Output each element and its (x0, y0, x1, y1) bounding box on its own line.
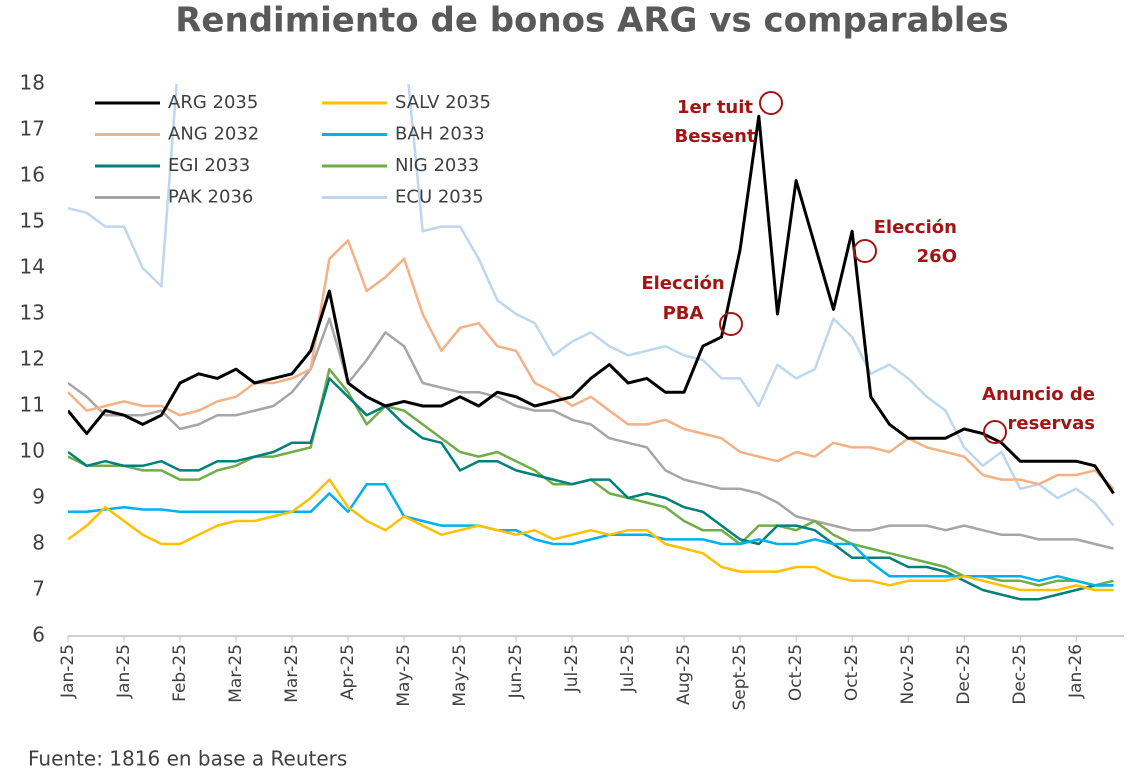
annotation: Elección (874, 217, 957, 238)
y-tick-label: 18 (20, 71, 45, 95)
y-tick-label: 12 (20, 347, 45, 371)
y-tick-label: 15 (20, 209, 45, 233)
y-tick-label: 9 (32, 485, 45, 509)
x-tick-label: Mar-25 (226, 644, 246, 703)
x-tick-label: May-25 (450, 644, 470, 707)
source: Fuente: 1816 en base a Reuters (28, 747, 347, 771)
y-tick-label: 11 (20, 393, 45, 417)
series-line (68, 377, 1114, 601)
legend-label: SALV 2035 (395, 92, 491, 113)
legend-label: ECU 2035 (395, 187, 484, 208)
annotation: Elección (641, 273, 724, 294)
x-tick-label: Nov-25 (898, 644, 918, 705)
annotation: Anuncio de (982, 384, 1095, 405)
x-tick-label: Jul-25 (618, 644, 638, 693)
x-tick-label: Aug-25 (674, 644, 694, 705)
series-line (68, 84, 1115, 527)
legend-label: BAH 2033 (395, 124, 485, 145)
x-tick-label: Dec-25 (954, 644, 974, 705)
x-tick-label: May-25 (394, 644, 414, 707)
circle (719, 312, 743, 336)
legend-label: EGI 2033 (168, 155, 250, 176)
x-tick-label: Apr-25 (338, 644, 358, 700)
x-tick-label: Sept-25 (730, 644, 750, 710)
annotation: 1er tuit (677, 97, 753, 118)
y-tick-label: 8 (32, 531, 45, 555)
legend-label: ARG 2035 (168, 92, 258, 113)
circle (983, 420, 1007, 444)
circle (759, 91, 783, 115)
x-tick-label: Jan-25 (58, 644, 78, 699)
x-tick-label: Feb-25 (170, 644, 190, 702)
y-tick-label: 16 (20, 163, 45, 187)
series-line (68, 478, 1114, 592)
x-tick-label: Jan-25 (114, 644, 134, 699)
y-tick-label: 14 (20, 255, 45, 279)
annotation-circles (719, 91, 1007, 444)
annotation: Bessent (675, 126, 756, 147)
y-tick-label: 10 (20, 439, 45, 463)
annotation: PBA (663, 303, 704, 324)
y-tick-label: 17 (20, 117, 45, 141)
series-line (68, 317, 1114, 550)
x-tick-label: Dec-25 (1010, 644, 1030, 705)
series-line (68, 367, 1114, 587)
legend-label: NIG 2033 (395, 155, 479, 176)
x-tick-label: Jul-25 (562, 644, 582, 693)
series-line (68, 114, 1115, 495)
series-line (68, 239, 1115, 490)
x-tick-label: Mar-25 (282, 644, 302, 703)
chart-title: Rendimiento de bonos ARG vs comparables (175, 1, 1009, 41)
legend-label: PAK 2036 (168, 187, 253, 208)
annotation: 26O (917, 246, 957, 267)
x-tick-label: Jun-25 (506, 644, 526, 699)
x-tick-label: Jan-26 (1066, 644, 1086, 699)
y-tick-label: 6 (32, 623, 45, 647)
y-tick-label: 13 (20, 301, 45, 325)
series-line (68, 482, 1114, 587)
annotation: reservas (1008, 413, 1095, 434)
x-tick-label: Oct-25 (842, 644, 862, 701)
legend-label: ANG 2032 (168, 124, 259, 145)
plot-area (68, 84, 1115, 601)
circle (853, 239, 877, 263)
y-tick-label: 7 (32, 577, 45, 601)
x-tick-label: Oct-25 (786, 644, 806, 701)
